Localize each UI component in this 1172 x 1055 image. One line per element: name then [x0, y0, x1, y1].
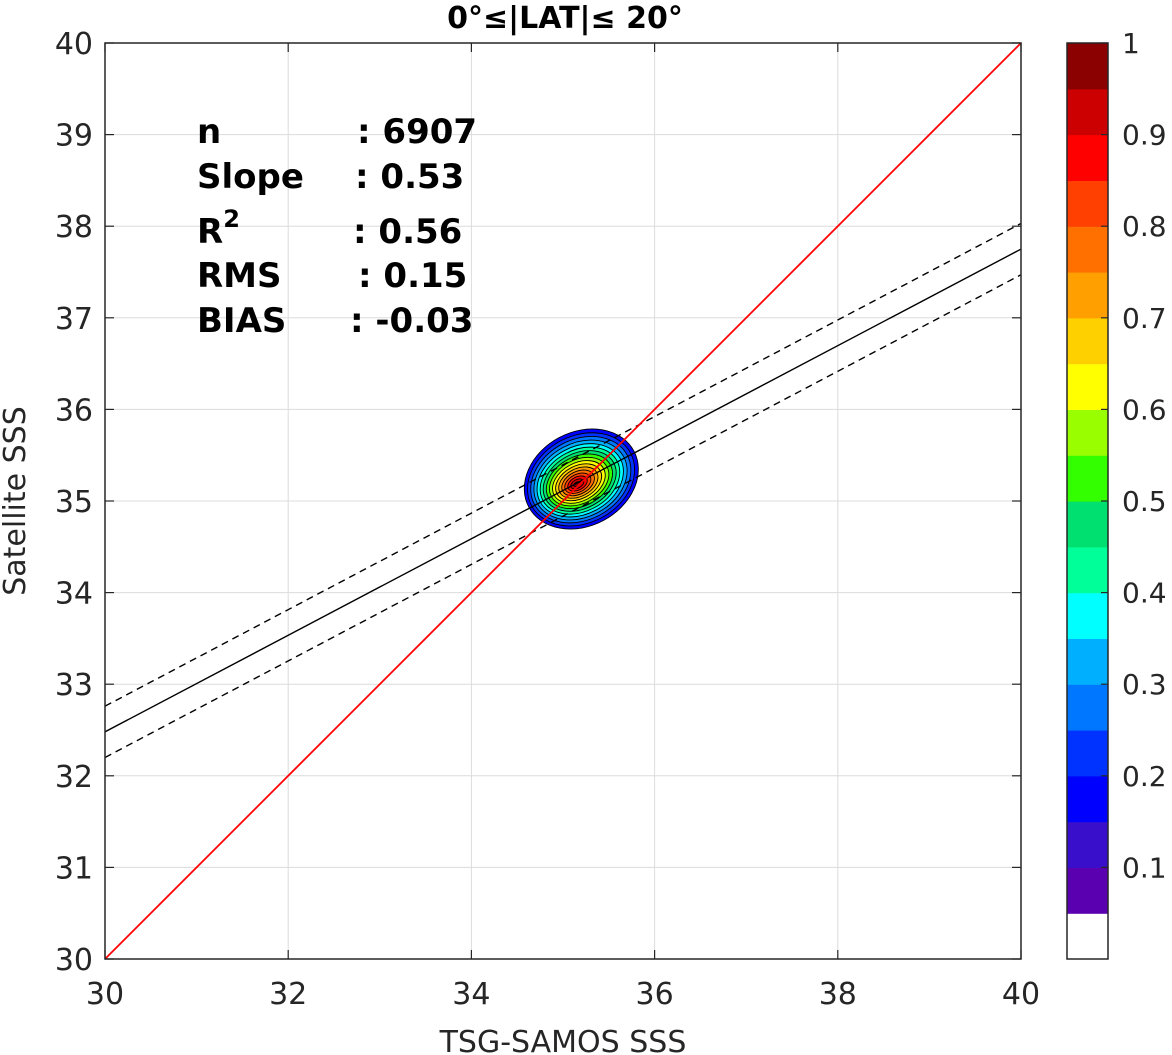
y-tick-labels: 30 31 32 33 34 35 36 37 38 39 40	[55, 27, 93, 978]
colorbar-swatch	[1067, 638, 1108, 685]
colorbar-swatch	[1067, 867, 1108, 914]
y-axis-label: Satellite SSS	[0, 406, 33, 596]
stat-bias-label: BIAS	[197, 301, 286, 341]
colorbar-swatch	[1067, 226, 1108, 273]
y-tick-label: 31	[55, 851, 93, 886]
colorbar-tick-label: 1	[1122, 27, 1140, 60]
stat-n-value: : 6907	[357, 112, 477, 152]
colorbar-tick-label: 0.5	[1122, 485, 1167, 518]
colorbar-tick-label: 0.8	[1122, 210, 1167, 243]
y-tick-label: 36	[55, 393, 93, 428]
y-tick-label: 40	[55, 27, 93, 62]
colorbar-swatch	[1067, 409, 1108, 456]
stat-r2-label: R2	[197, 205, 240, 252]
colorbar-tick-label: 0.2	[1122, 760, 1167, 793]
fit-confidence-line	[105, 222, 1021, 707]
colorbar-swatch	[1067, 684, 1108, 731]
chart-title: 0°≤|LAT|≤ 20°	[447, 1, 683, 36]
colorbar-swatch	[1067, 592, 1108, 639]
colorbar-tick-label: 0.7	[1122, 302, 1167, 335]
one-to-one-line	[105, 43, 1021, 959]
colorbar-swatch	[1067, 546, 1108, 594]
grid	[104, 42, 1022, 960]
colorbar-swatch	[1067, 913, 1108, 960]
colorbar-swatch	[1067, 317, 1108, 365]
colorbar-swatch	[1067, 501, 1108, 548]
stat-r2-superscript: 2	[223, 205, 240, 233]
colorbar	[1067, 43, 1108, 960]
y-tick-label: 37	[55, 302, 93, 337]
axis-ticks	[104, 42, 1022, 960]
colorbar-swatch	[1067, 43, 1108, 90]
colorbar-tick-label: 0.1	[1122, 851, 1167, 884]
x-tick-label: 30	[86, 977, 124, 1012]
stat-slope-value: : 0.53	[355, 157, 464, 197]
colorbar-swatch	[1067, 134, 1108, 181]
colorbar-ticks: 0.1 0.2 0.3 0.4 0.5 0.6 0.7 0.8 0.9 1	[1101, 27, 1167, 884]
colorbar-tick-label: 0.3	[1122, 668, 1167, 701]
stat-r2-base: R	[197, 212, 223, 252]
stat-bias-value: : -0.03	[350, 301, 473, 341]
y-tick-label: 33	[55, 668, 93, 703]
y-tick-label: 39	[55, 119, 93, 154]
stat-rms-label: RMS	[197, 256, 282, 296]
stat-rms-value: : 0.15	[358, 256, 467, 296]
colorbar-swatch	[1067, 88, 1108, 136]
regression-lines	[105, 43, 1021, 959]
stat-n-label: n	[197, 112, 221, 152]
colorbar-swatch	[1067, 775, 1108, 823]
x-tick-label: 38	[819, 977, 857, 1012]
x-tick-label: 40	[1002, 977, 1040, 1012]
x-tick-labels: 30 32 34 36 38 40	[86, 977, 1040, 1012]
colorbar-swatch	[1067, 455, 1108, 502]
colorbar-tick-label: 0.6	[1122, 393, 1167, 426]
y-tick-label: 32	[55, 760, 93, 795]
colorbar-swatch	[1067, 272, 1108, 319]
y-tick-label: 38	[55, 210, 93, 245]
colorbar-swatch	[1067, 363, 1108, 410]
fit-confidence-line	[105, 274, 1021, 759]
stats-box: n : 6907 Slope : 0.53 R2 : 0.56 RMS : 0.…	[197, 112, 477, 341]
x-tick-label: 32	[269, 977, 307, 1012]
colorbar-swatch	[1067, 180, 1108, 227]
y-tick-label: 30	[55, 943, 93, 978]
stat-slope-label: Slope	[197, 157, 304, 197]
x-tick-label: 34	[452, 977, 490, 1012]
colorbar-swatch	[1067, 821, 1108, 868]
y-tick-label: 34	[55, 577, 93, 612]
y-tick-label: 35	[55, 485, 93, 520]
colorbar-tick-label: 0.4	[1122, 577, 1167, 610]
stat-r2-value: : 0.56	[353, 212, 462, 252]
colorbar-swatch	[1067, 730, 1108, 777]
x-tick-label: 36	[636, 977, 674, 1012]
fit-line	[105, 248, 1021, 733]
colorbar-tick-label: 0.9	[1122, 119, 1167, 152]
x-axis-label: TSG-SAMOS SSS	[439, 1025, 687, 1055]
